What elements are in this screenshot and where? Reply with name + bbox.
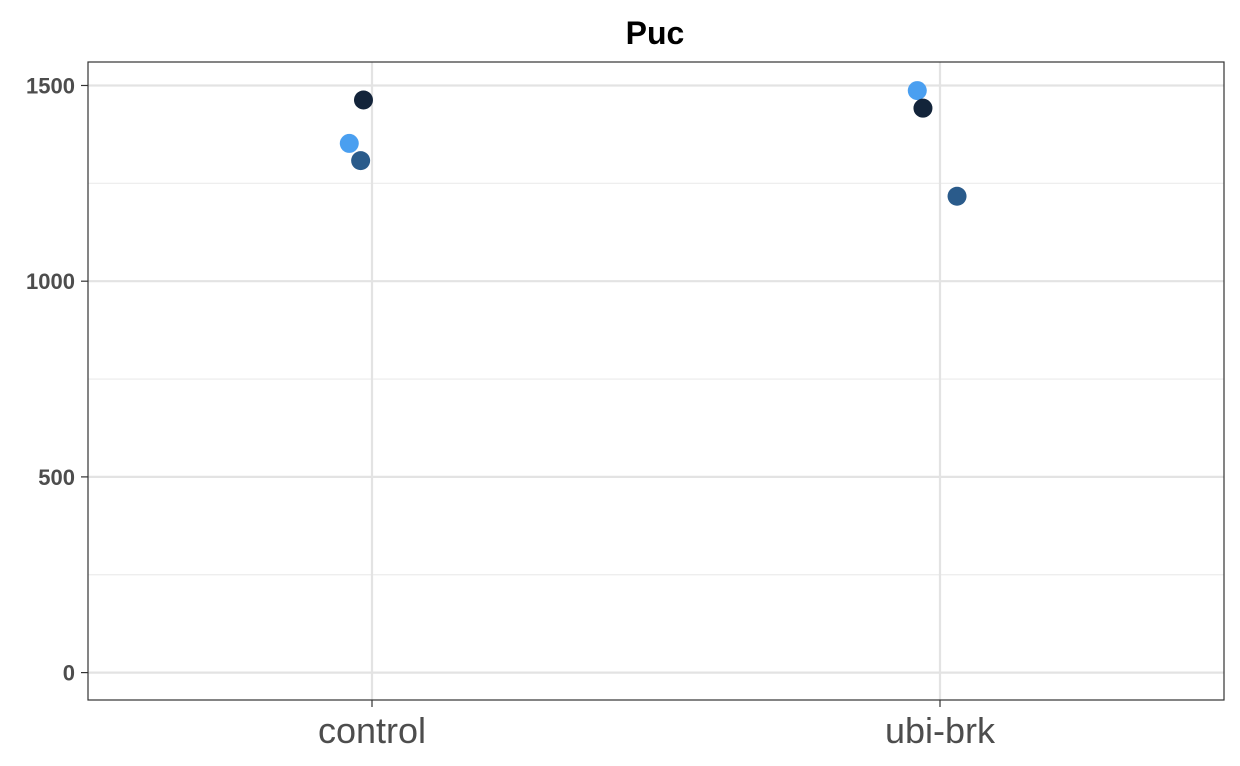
- data-point: [907, 81, 927, 101]
- y-tick-label: 1000: [26, 269, 75, 294]
- y-tick-label: 1500: [26, 73, 75, 98]
- ticks: 0 500 1000 1500 control ubi-brk: [26, 73, 996, 751]
- y-tick-label: 500: [38, 465, 75, 490]
- plot-panel-border: [87, 61, 1225, 701]
- data-point: [339, 133, 359, 153]
- x-tick-label: control: [318, 710, 426, 751]
- chart-title: Puc: [626, 15, 685, 51]
- points: [339, 81, 967, 206]
- data-point: [947, 186, 967, 206]
- grid: [88, 62, 1224, 700]
- data-point: [353, 90, 373, 110]
- data-point: [351, 151, 371, 171]
- x-tick-label: ubi-brk: [885, 710, 996, 751]
- data-point: [913, 98, 933, 118]
- y-tick-label: 0: [63, 661, 75, 686]
